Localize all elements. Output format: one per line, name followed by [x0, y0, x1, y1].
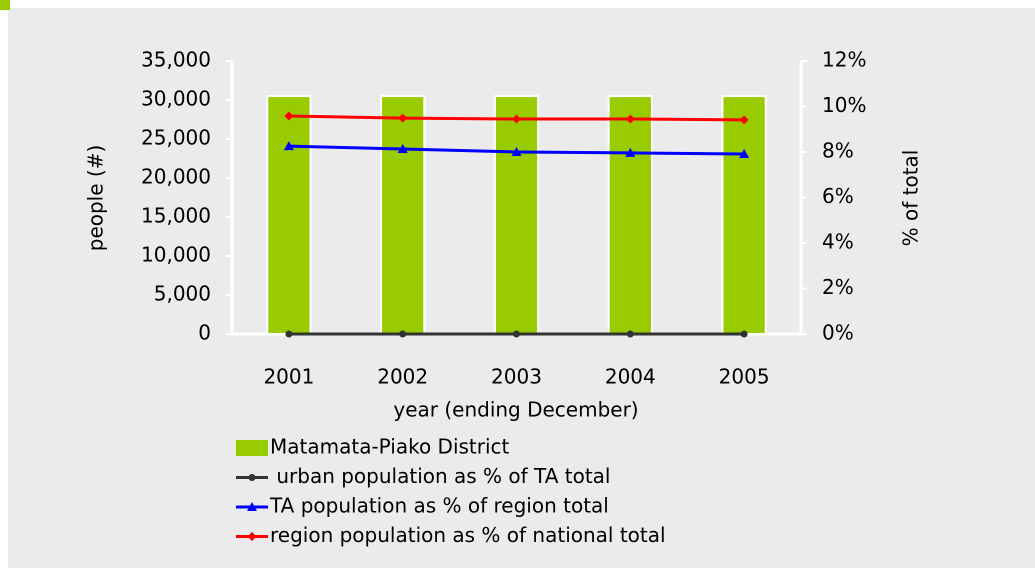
line-marker	[283, 141, 294, 151]
y-tick-label: 15,000	[141, 204, 211, 228]
legend-marker	[247, 532, 257, 541]
legend-marker	[248, 474, 256, 481]
legend-marker	[247, 502, 257, 511]
legend-label: region population as % of national total	[270, 523, 666, 547]
y-tick-label: 0	[198, 321, 211, 345]
bar	[266, 95, 312, 335]
bar	[721, 95, 767, 335]
line-marker	[739, 149, 750, 159]
line-marker	[399, 330, 407, 338]
line-marker	[513, 330, 520, 338]
x-axis-title: year (ending December)	[393, 398, 638, 422]
line-marker	[625, 147, 636, 157]
x-tick-label: 2002	[377, 365, 428, 389]
corner-accent	[0, 0, 10, 10]
line-marker	[284, 111, 294, 121]
line-marker	[511, 147, 522, 156]
line-marker	[626, 330, 634, 338]
y-tick-label: 20,000	[141, 165, 211, 189]
y2-tick-label: 4%	[822, 230, 854, 254]
x-tick-label: 2003	[491, 365, 542, 389]
y2-tick-label: 8%	[822, 139, 854, 163]
line-marker	[397, 144, 408, 154]
legend-label: urban population as % of TA total	[270, 464, 611, 488]
y-tick-label: 10,000	[141, 243, 211, 267]
line-marker	[285, 330, 293, 338]
y2-tick-label: 6%	[822, 184, 854, 208]
legend-swatch	[236, 440, 268, 456]
line-marker	[512, 114, 521, 124]
y-tick-label: 5,000	[154, 282, 211, 306]
y-axis-title: people (#)	[84, 145, 108, 252]
y2-tick-label: 2%	[822, 275, 854, 299]
legend-label: TA population as % of region total	[269, 494, 609, 518]
bar	[493, 95, 540, 335]
y2-tick-label: 0%	[822, 321, 854, 345]
y-tick-label: 30,000	[141, 87, 211, 111]
bar	[380, 95, 426, 335]
line-marker	[739, 115, 749, 125]
bar	[607, 95, 653, 335]
y-tick-label: 25,000	[141, 126, 211, 150]
y2-axis-title: % of total	[899, 150, 923, 247]
x-tick-label: 2004	[605, 365, 656, 389]
line-marker	[398, 113, 408, 123]
y2-tick-label: 10%	[822, 93, 866, 117]
line-marker	[740, 330, 748, 338]
line-marker	[625, 114, 635, 124]
y-tick-label: 35,000	[141, 48, 211, 72]
x-tick-label: 2005	[719, 365, 770, 389]
y2-tick-label: 12%	[822, 48, 866, 72]
x-tick-label: 2001	[263, 365, 314, 389]
legend-label: Matamata-Piako District	[270, 435, 510, 459]
